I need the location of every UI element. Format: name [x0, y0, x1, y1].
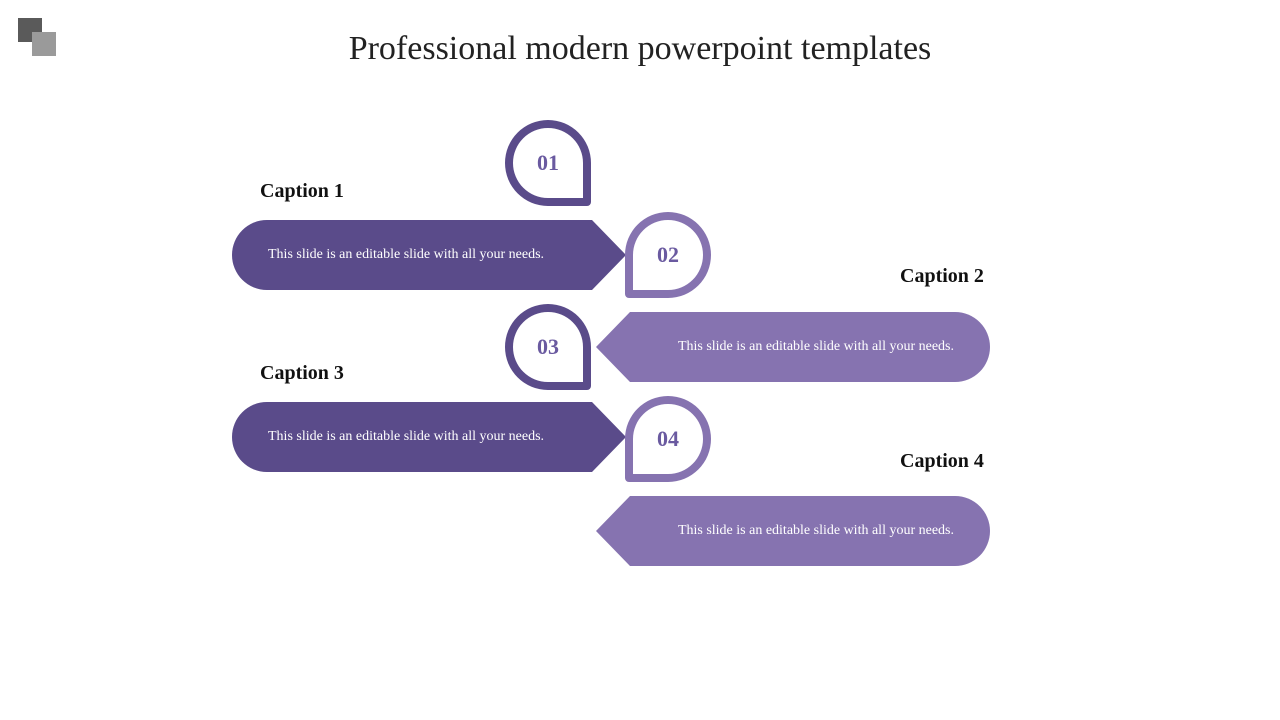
- number-drop-4: 04: [625, 396, 711, 482]
- number-drop-1: 01: [505, 120, 591, 206]
- caption-2: Caption 2: [900, 265, 984, 288]
- description-bar-2: This slide is an editable slide with all…: [630, 312, 990, 382]
- description-bar-1: This slide is an editable slide with all…: [232, 220, 592, 290]
- number-drop-3: 03: [505, 304, 591, 390]
- caption-1: Caption 1: [260, 180, 344, 203]
- page-title: Professional modern powerpoint templates: [0, 30, 1280, 68]
- number-drop-2: 02: [625, 212, 711, 298]
- caption-4: Caption 4: [900, 450, 984, 473]
- description-bar-4: This slide is an editable slide with all…: [630, 496, 990, 566]
- caption-3: Caption 3: [260, 362, 344, 385]
- description-bar-3: This slide is an editable slide with all…: [232, 402, 592, 472]
- infographic-stage: Caption 1 01 This slide is an editable sli…: [0, 100, 1280, 720]
